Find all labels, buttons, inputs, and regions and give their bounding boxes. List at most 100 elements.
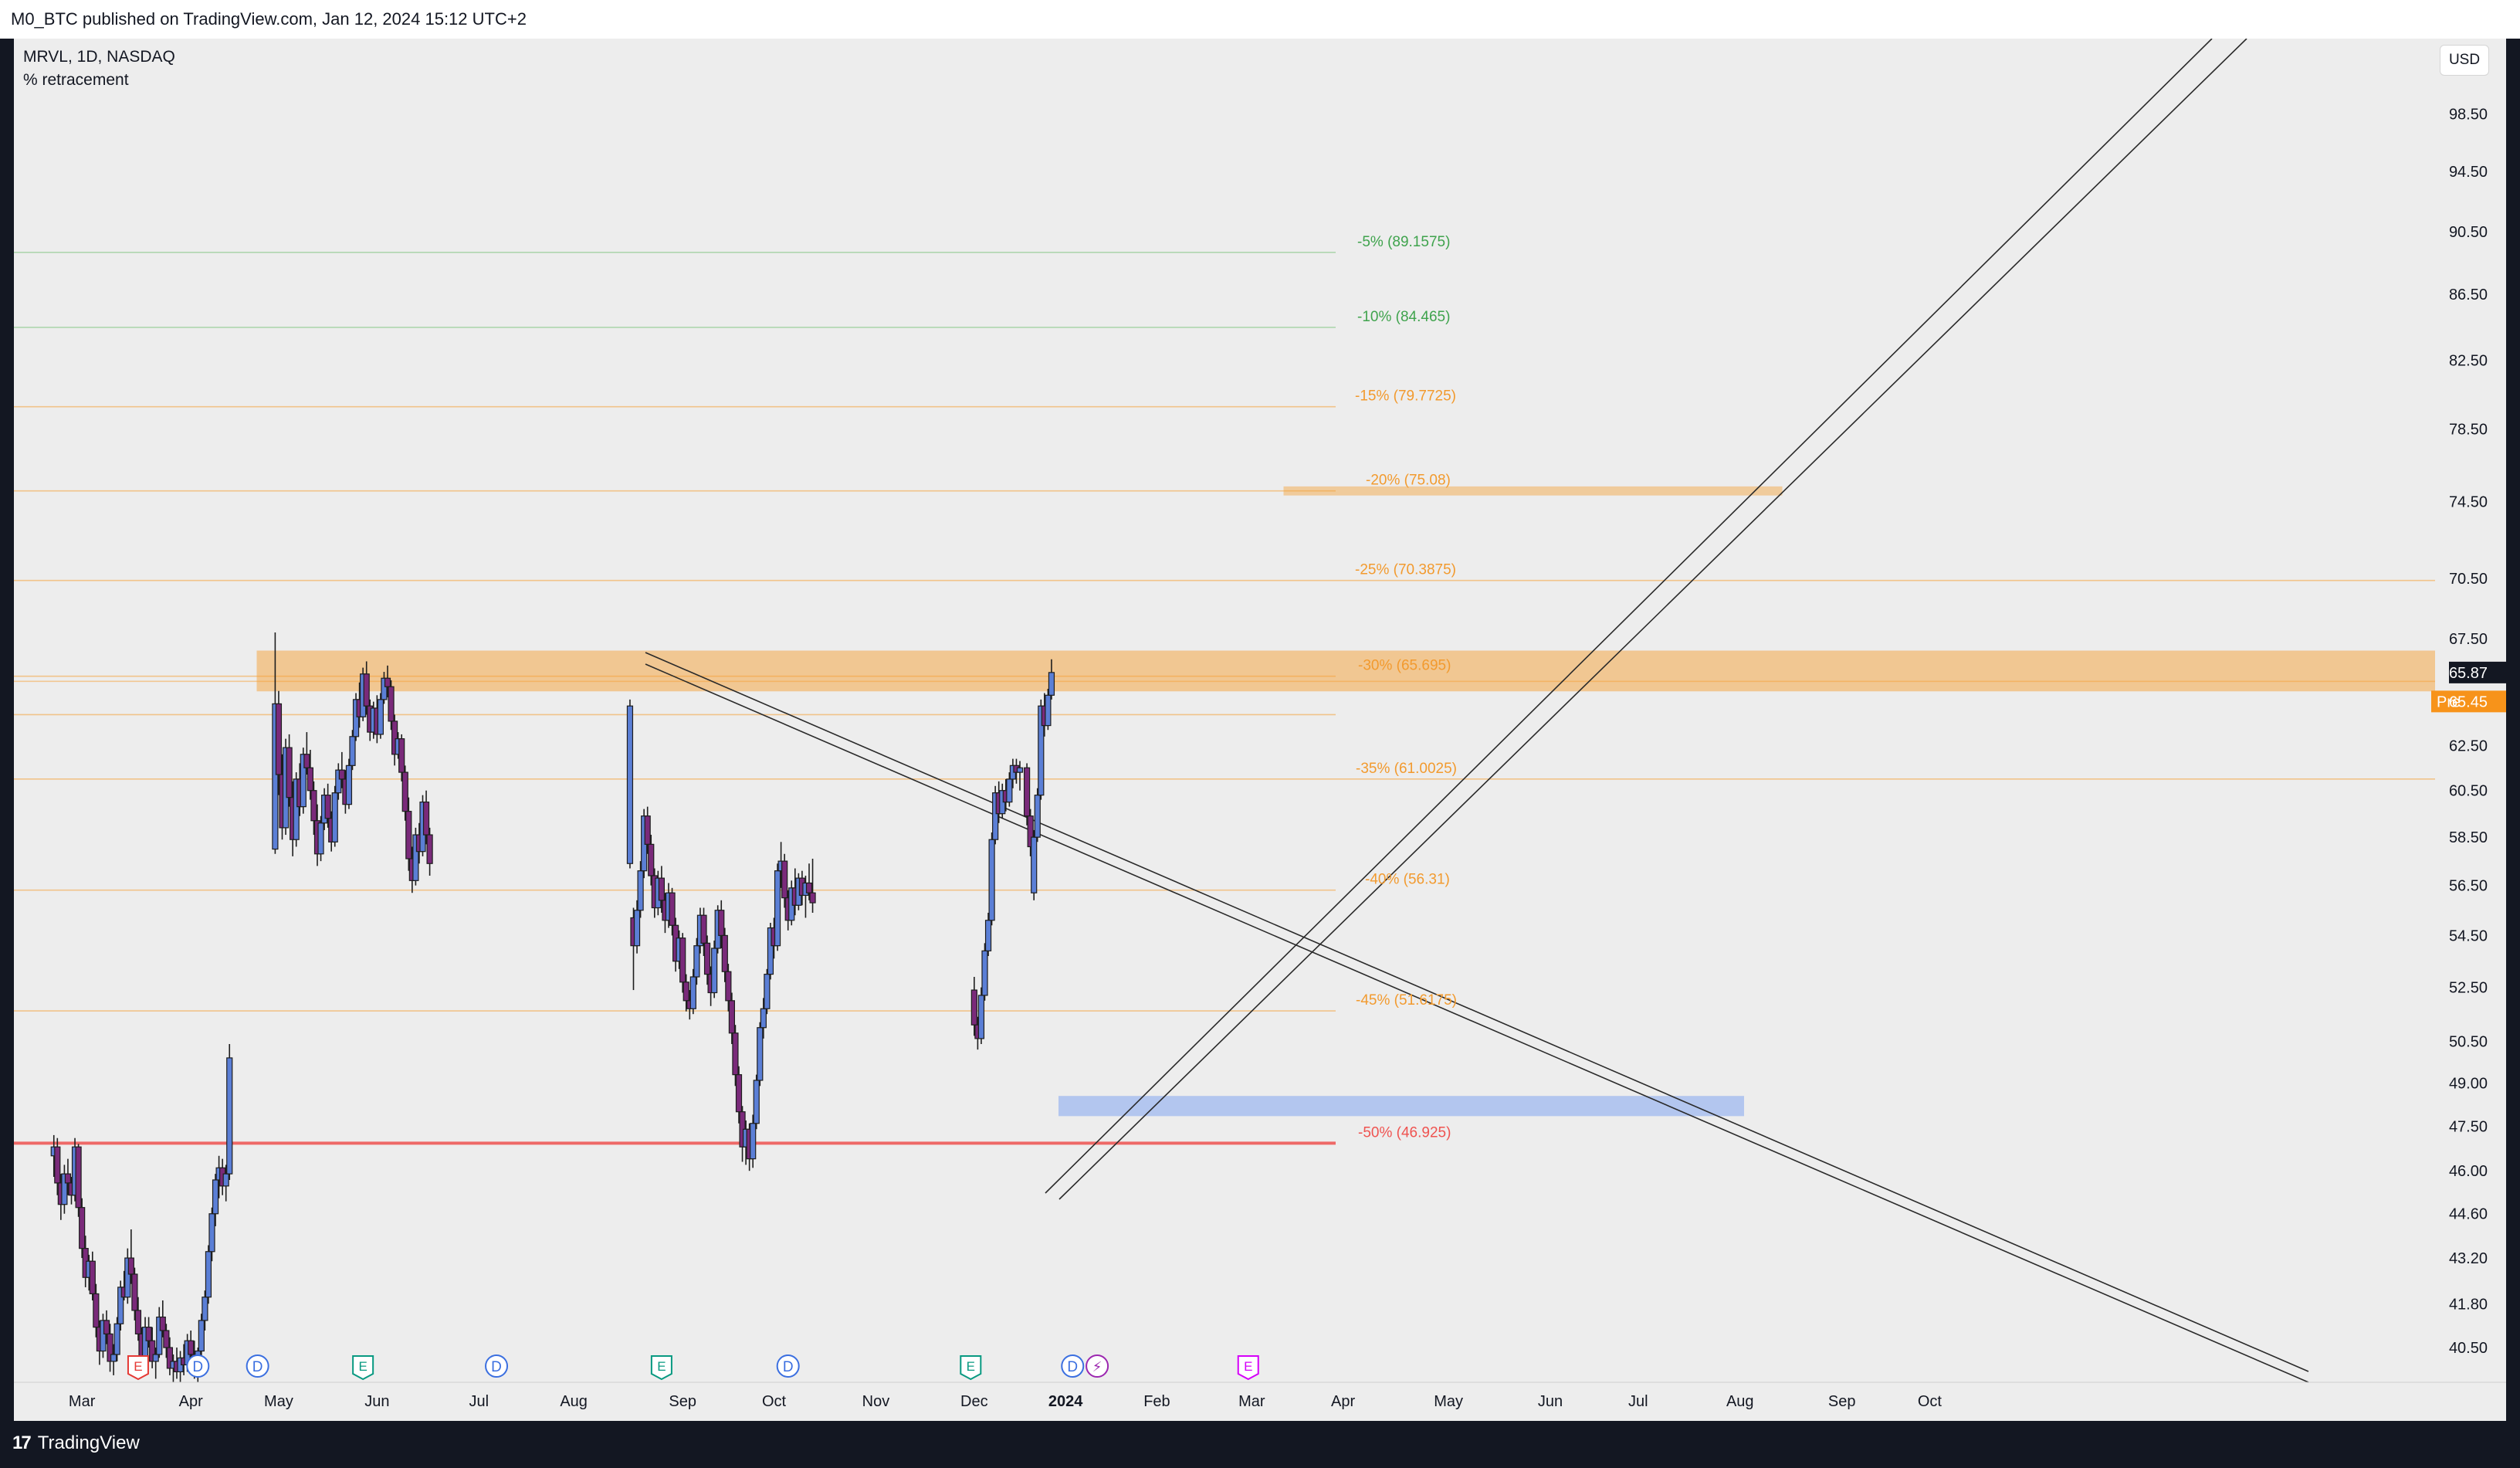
candle: [750, 1114, 757, 1168]
candle: [981, 943, 988, 1001]
dividend-icon: [1061, 1354, 1085, 1378]
candle: [377, 693, 384, 739]
dividend-icon: [246, 1354, 269, 1378]
candle: [984, 912, 992, 957]
candle-body: [202, 1297, 208, 1321]
candle-body: [79, 1207, 86, 1249]
tradingview-brand[interactable]: 17 TradingView: [12, 1432, 140, 1454]
candle-body: [352, 699, 360, 737]
candle: [156, 1307, 163, 1358]
retracement-label: -40% (56.31): [1365, 872, 1450, 888]
candle-body: [127, 1257, 134, 1275]
candle-body: [718, 910, 725, 937]
earnings-letter: E: [358, 1359, 367, 1374]
candle: [1038, 699, 1045, 800]
time-tick: Jun: [1538, 1393, 1563, 1410]
trend-line: [645, 663, 2309, 1383]
candle: [79, 1198, 86, 1259]
candle: [679, 933, 686, 993]
candle: [349, 730, 356, 771]
candle-body: [984, 920, 992, 951]
candle: [381, 672, 388, 704]
time-tick: Dec: [960, 1393, 988, 1410]
candle-body: [113, 1323, 120, 1355]
price-tick: 67.50: [2449, 631, 2488, 648]
price-tick: 90.50: [2449, 224, 2488, 241]
candle-body: [781, 860, 788, 899]
candle-body: [405, 811, 412, 859]
candle-body: [331, 792, 338, 842]
earnings-letter: E: [1244, 1359, 1252, 1374]
candle-body: [658, 877, 666, 901]
candle-body: [338, 769, 345, 780]
candle-body: [324, 795, 331, 819]
event-marker: D: [485, 1354, 509, 1378]
candle: [149, 1327, 156, 1368]
candle: [222, 1165, 229, 1202]
time-tick: Apr: [179, 1393, 203, 1410]
dividend-letter: D: [252, 1359, 263, 1375]
trend-line: [645, 652, 2309, 1372]
time-tick: Jun: [364, 1393, 389, 1410]
time-tick: May: [264, 1393, 293, 1410]
candle: [202, 1290, 208, 1331]
time-tick: Aug: [560, 1393, 588, 1410]
candle: [725, 964, 732, 1012]
earnings-letter: E: [657, 1359, 666, 1374]
price-tick: 40.50: [2449, 1340, 2488, 1357]
candle: [113, 1317, 120, 1361]
pre-market-tag: [2431, 690, 2506, 713]
candle-body: [107, 1333, 113, 1362]
candle: [992, 785, 999, 845]
candle: [721, 927, 728, 982]
candle-body: [805, 882, 813, 893]
price-chart[interactable]: -5% (89.1575) -10% (84.465) -15% (79.7725)…: [14, 39, 2506, 1421]
candle: [648, 835, 655, 886]
candle-body: [401, 771, 408, 812]
candle-body: [398, 738, 405, 773]
candle-body: [693, 945, 700, 978]
dividend-letter: D: [491, 1359, 502, 1375]
candle: [388, 680, 395, 731]
candle: [391, 714, 398, 766]
dividend-letter: D: [1067, 1359, 1078, 1375]
dividend-icon: [485, 1354, 509, 1378]
candle-body: [735, 1074, 743, 1113]
price-tick: 78.50: [2449, 422, 2488, 439]
candle: [693, 937, 700, 985]
candle: [977, 987, 985, 1044]
time-tick: Oct: [1918, 1393, 1942, 1410]
indicator-legend[interactable]: % retracement: [23, 71, 129, 89]
time-tick: Oct: [762, 1393, 787, 1410]
candle-body: [335, 769, 342, 794]
candle-body: [721, 934, 728, 972]
candle: [774, 863, 781, 951]
candle: [177, 1351, 184, 1382]
candle: [188, 1331, 195, 1361]
candle-body: [163, 1330, 170, 1348]
candle: [426, 827, 433, 876]
retracement-label: -35% (61.0025): [1356, 761, 1457, 777]
candle: [286, 734, 293, 807]
symbol-legend[interactable]: MRVL, 1D, NASDAQ: [23, 48, 175, 66]
time-tick: Apr: [1331, 1393, 1355, 1410]
event-markers: E D D E D E D E D ⚡ E: [127, 1354, 1259, 1381]
earnings-icon: [650, 1355, 672, 1381]
candle: [809, 859, 816, 913]
candle-body: [272, 703, 279, 850]
candle: [127, 1229, 134, 1284]
time-tick: Aug: [1726, 1393, 1754, 1410]
candle-body: [54, 1146, 61, 1184]
candle-body: [149, 1340, 156, 1362]
candle-body: [679, 937, 686, 983]
event-marker: D: [776, 1354, 800, 1378]
candle-body: [412, 834, 419, 881]
candle: [117, 1280, 124, 1331]
chart-pane[interactable]: [14, 39, 2506, 1421]
candle: [338, 751, 345, 788]
currency-button[interactable]: USD: [2440, 45, 2489, 76]
candle-body: [703, 942, 711, 975]
candle: [345, 758, 353, 809]
candle-body: [198, 1320, 205, 1352]
candle-body: [286, 747, 293, 798]
